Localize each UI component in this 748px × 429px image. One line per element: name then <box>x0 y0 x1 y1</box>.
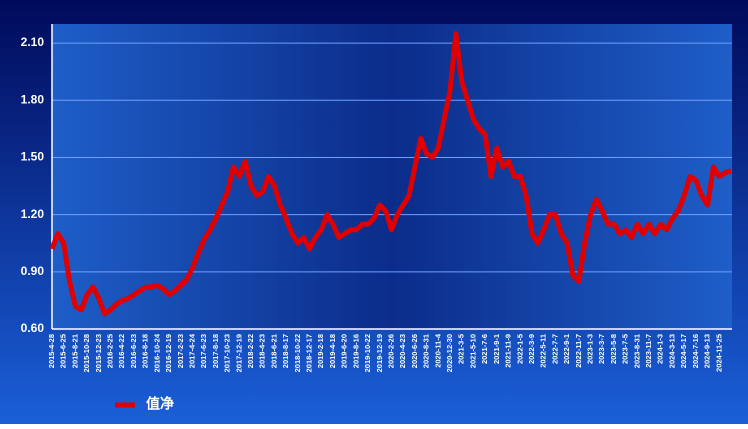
x-tick-label: 2018-12-17 <box>305 334 314 372</box>
x-tick-label: 2024-1-3 <box>656 334 665 364</box>
plot-area <box>52 24 732 329</box>
x-tick-label: 2019-8-16 <box>351 334 360 368</box>
x-tick-label: 2016-2-25 <box>106 334 115 368</box>
x-tick-label: 2017-12-19 <box>234 334 243 372</box>
x-tick-label: 2017-6-23 <box>199 334 208 368</box>
x-tick-label: 2022-3-9 <box>527 334 536 364</box>
x-tick-label: 2019-12-19 <box>375 334 384 372</box>
x-tick-label: 2018-6-21 <box>269 334 278 368</box>
y-tick-label: 1.50 <box>21 150 45 164</box>
x-tick-label: 2023-5-8 <box>609 334 618 364</box>
x-tick-label: 2024-11-25 <box>714 334 723 372</box>
x-tick-label: 2019-10-22 <box>363 334 372 372</box>
x-tick-label: 2021-11-9 <box>504 334 513 368</box>
y-tick-label: 0.60 <box>21 321 45 335</box>
x-tick-label: 2023-7-5 <box>621 334 630 364</box>
x-tick-label: 2016-12-19 <box>164 334 173 372</box>
x-tick-label: 2017-8-18 <box>211 334 220 368</box>
x-tick-label: 2018-8-17 <box>281 334 290 368</box>
y-tick-label: 0.90 <box>21 264 45 278</box>
x-tick-label: 2021-9-1 <box>492 334 501 364</box>
x-tick-label: 2021-7-6 <box>480 334 489 364</box>
legend-label: 值净 <box>146 396 174 412</box>
x-tick-label: 2023-11-7 <box>644 334 653 368</box>
x-tick-label: 2022-11-7 <box>574 334 583 368</box>
x-tick-label: 2017-4-24 <box>187 333 196 368</box>
x-tick-label: 2017-2-23 <box>176 334 185 368</box>
x-tick-label: 2022-7-7 <box>550 334 559 364</box>
x-tick-label: 2015-6-25 <box>59 334 68 368</box>
series-line <box>49 31 732 317</box>
x-tick-label: 2024-7-16 <box>691 334 700 368</box>
x-tick-label: 2015-12-23 <box>94 334 103 372</box>
x-tick-label: 2021-3-5 <box>457 334 466 364</box>
x-tick-label: 2022-1-5 <box>515 334 524 364</box>
x-tick-label: 2021-5-10 <box>468 334 477 368</box>
x-tick-label: 2016-10-24 <box>152 333 161 372</box>
x-tick-label: 2015-8-21 <box>70 334 79 368</box>
x-tick-label: 2020-6-26 <box>410 334 419 368</box>
x-tick-label: 2016-8-18 <box>141 334 150 368</box>
x-tick-label: 2020-2-26 <box>386 334 395 368</box>
x-tick-label: 2018-2-22 <box>246 334 255 368</box>
x-tick-label: 2016-6-23 <box>129 334 138 368</box>
x-tick-label: 2019-6-20 <box>340 334 349 368</box>
x-tick-label: 2016-4-22 <box>117 334 126 368</box>
x-tick-label: 2023-3-7 <box>597 334 606 364</box>
x-tick-label: 2022-5-11 <box>539 334 548 368</box>
x-tick-label: 2017-10-23 <box>223 334 232 372</box>
x-tick-label: 2024-9-13 <box>703 334 712 368</box>
x-tick-label: 2022-9-1 <box>562 334 571 364</box>
x-tick-label: 2020-8-31 <box>422 334 431 368</box>
x-tick-label: 2024-5-17 <box>679 334 688 368</box>
x-tick-label: 2020-11-4 <box>433 333 442 368</box>
y-tick-label: 2.10 <box>21 35 45 49</box>
x-tick-label: 2019-2-18 <box>316 334 325 368</box>
x-tick-label: 2018-4-23 <box>258 334 267 368</box>
x-tick-label: 2023-8-31 <box>632 334 641 368</box>
x-tick-label: 2024-3-13 <box>667 334 676 368</box>
x-tick-label: 2018-10-22 <box>293 334 302 372</box>
x-tick-label: 2020-4-23 <box>398 334 407 368</box>
x-tick-label: 2023-1-3 <box>586 334 595 364</box>
y-tick-label: 1.20 <box>21 207 45 221</box>
x-tick-label: 2015-4-28 <box>47 334 56 368</box>
x-tick-label: 2019-4-18 <box>328 334 337 368</box>
x-tick-label: 2020-12-30 <box>445 334 454 372</box>
x-tick-label: 2015-10-28 <box>82 334 91 372</box>
y-tick-label: 1.80 <box>21 92 45 106</box>
